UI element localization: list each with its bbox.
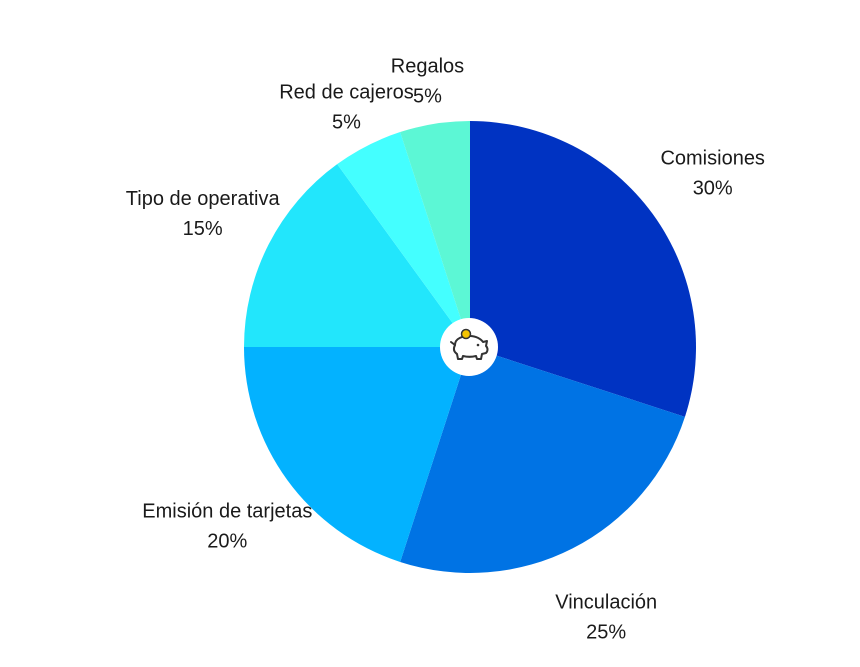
piggy-bank-icon	[450, 328, 489, 360]
slice-labels: Comisiones 30% Vinculación 25% Emisión de ta…	[126, 55, 765, 643]
slice-label: Emisión de tarjetas	[142, 500, 312, 522]
pie-slice-red-de-cajeros	[337, 132, 470, 347]
slice-label: Tipo de operativa	[126, 188, 281, 210]
slice-label: Comisiones	[660, 148, 764, 170]
slice-value-label: 20%	[207, 530, 247, 552]
pie-slice-comisiones	[470, 121, 696, 417]
slice-label: Red de cajeros	[279, 82, 414, 104]
slice-value-label: 30%	[693, 178, 733, 200]
slice-value-label: 5%	[413, 85, 442, 107]
slice-label: Vinculación	[555, 591, 657, 613]
slice-value-label: 15%	[183, 218, 223, 240]
slice-value-label: 5%	[332, 112, 361, 134]
slice-value-label: 25%	[586, 621, 626, 643]
pie-slice-vinculaci-n	[400, 347, 685, 573]
pie-slices	[244, 121, 696, 573]
center-badge	[440, 318, 498, 376]
center-circle	[440, 318, 498, 376]
pie-slice-tipo-de-operativa	[244, 164, 470, 347]
pie-slice-emisi-n-de-tarjetas	[244, 347, 470, 562]
slice-label: Regalos	[391, 55, 464, 77]
pie-slice-regalos	[400, 121, 470, 347]
